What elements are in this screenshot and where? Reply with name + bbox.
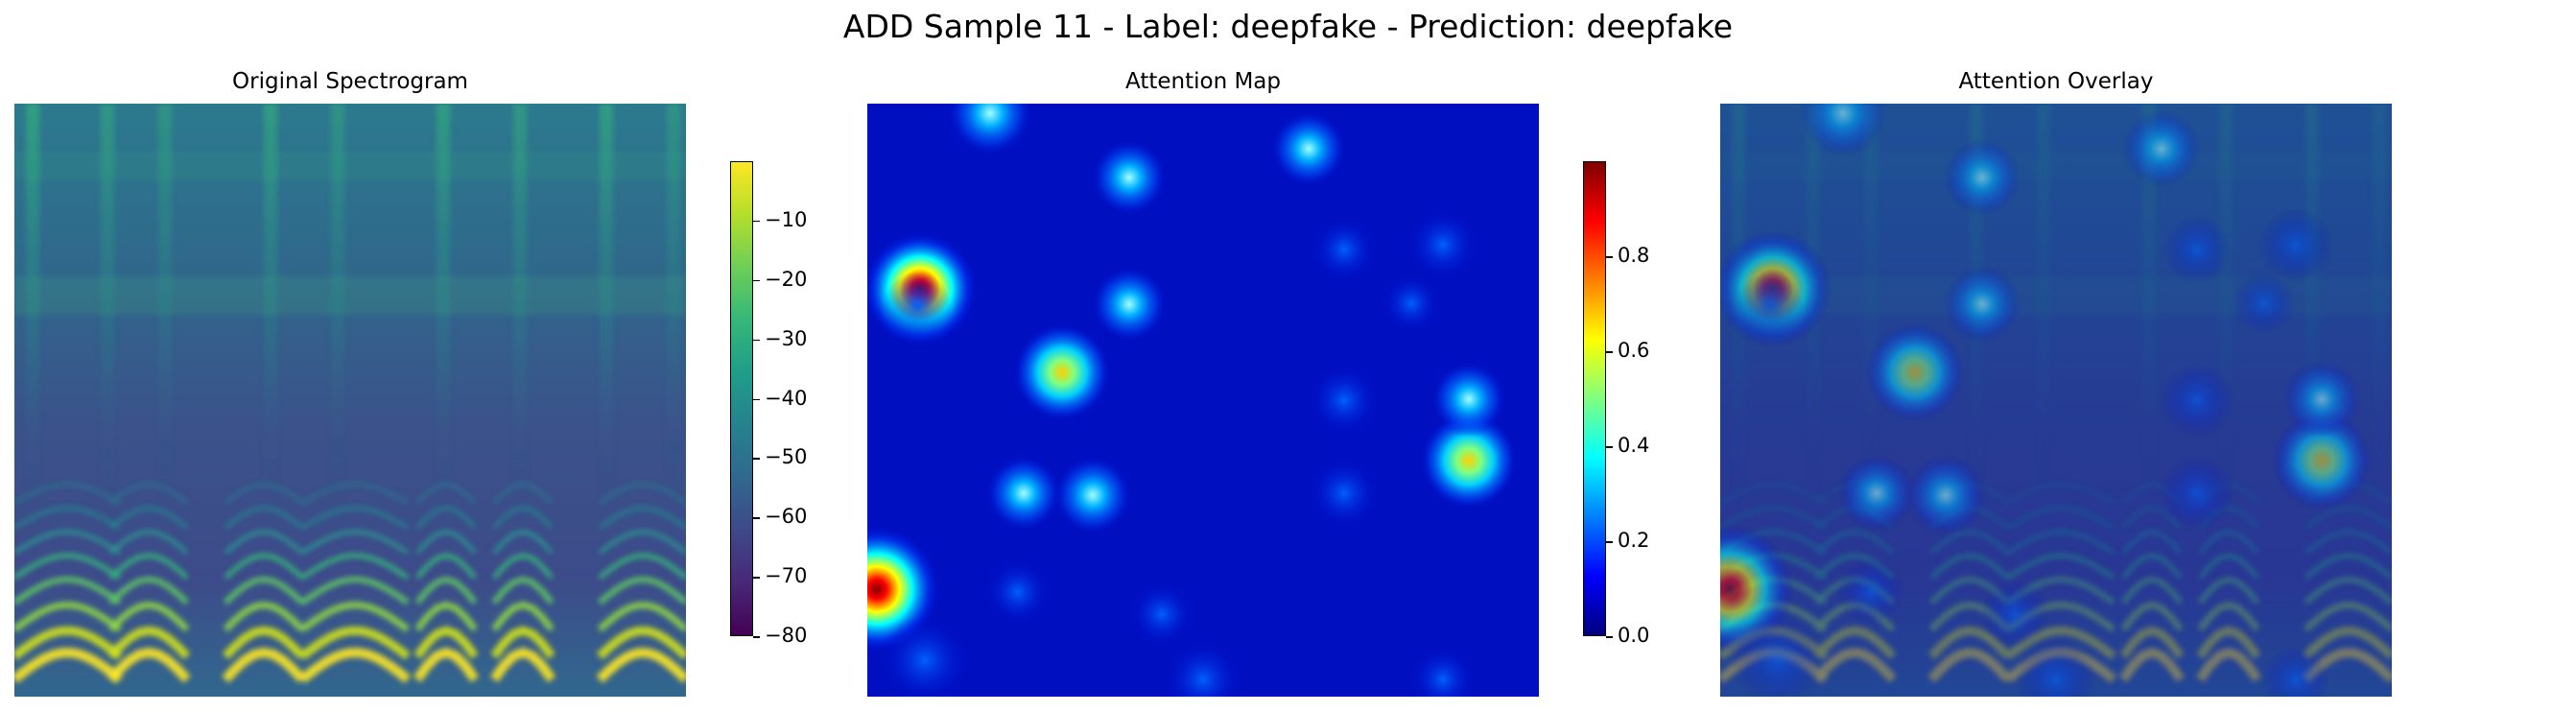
colorbar-tick-label: 0.2 — [1618, 529, 1650, 552]
colorbar-tick-label: −80 — [765, 624, 808, 647]
colorbar-tick-label: −60 — [765, 505, 808, 529]
attention-colorbar — [1583, 161, 1606, 636]
colorbar-tick-mark — [753, 398, 760, 400]
colorbar-tick-label: −70 — [765, 564, 808, 588]
attention-overlay-title: Attention Overlay — [1958, 69, 2154, 94]
colorbar-tick-mark — [753, 517, 760, 519]
colorbar-tick-label: 0.8 — [1618, 244, 1650, 267]
spectrogram-title: Original Spectrogram — [232, 69, 468, 94]
colorbar-tick-mark — [753, 636, 760, 638]
colorbar-tick-label: −20 — [765, 267, 808, 291]
colorbar-tick-mark — [1606, 351, 1613, 353]
attention-overlay-image — [1720, 104, 2392, 697]
attention-map-title: Attention Map — [1125, 69, 1281, 94]
colorbar-tick-mark — [1606, 446, 1613, 448]
colorbar-tick-label: 0.6 — [1618, 339, 1650, 362]
colorbar-tick-mark — [1606, 636, 1613, 638]
colorbar-tick-label: −50 — [765, 445, 808, 469]
colorbar-tick-label: 0.0 — [1618, 624, 1650, 647]
colorbar-tick-mark — [1606, 541, 1613, 543]
colorbar-tick-mark — [1606, 256, 1613, 258]
colorbar-tick-label: 0.4 — [1618, 434, 1650, 457]
colorbar-tick-mark — [753, 458, 760, 460]
colorbar-tick-mark — [753, 279, 760, 282]
colorbar-tick-label: −40 — [765, 386, 808, 410]
colorbar-tick-mark — [753, 220, 760, 223]
colorbar-tick-label: −30 — [765, 326, 808, 350]
attention-map-image — [867, 104, 1539, 697]
colorbar-tick-mark — [753, 339, 760, 342]
colorbar-tick-mark — [753, 577, 760, 579]
spectrogram-colorbar — [730, 161, 753, 636]
colorbar-tick-label: −10 — [765, 207, 808, 231]
spectrogram-image — [14, 104, 686, 697]
figure-title: ADD Sample 11 - Label: deepfake - Predic… — [842, 8, 1734, 45]
